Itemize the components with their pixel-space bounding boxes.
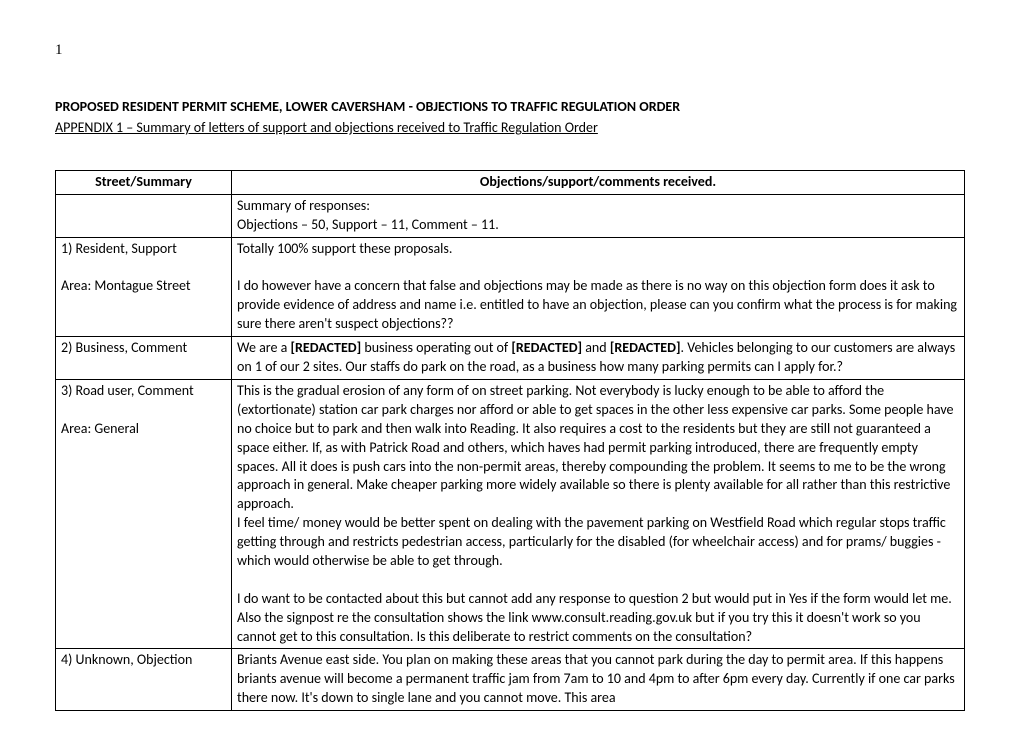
area-label: Area: Montague Street <box>61 277 226 296</box>
cell-right: Briants Avenue east side. You plan on ma… <box>232 649 965 711</box>
table-row: 3) Road user, Comment Area: General This… <box>56 379 965 648</box>
table-row: 1) Resident, Support Area: Montague Stre… <box>56 237 965 336</box>
response-text: Totally 100% support these proposals. <box>237 240 959 259</box>
table-header-row: Street/Summary Objections/support/commen… <box>56 171 965 195</box>
document-title: PROPOSED RESIDENT PERMIT SCHEME, LOWER C… <box>55 98 965 117</box>
cell-left: 1) Resident, Support Area: Montague Stre… <box>56 237 232 336</box>
response-text: This is the gradual erosion of any form … <box>237 382 959 514</box>
header-street-summary: Street/Summary <box>56 171 232 195</box>
respondent-label: 1) Resident, Support <box>61 240 226 259</box>
responses-table: Street/Summary Objections/support/commen… <box>55 170 965 711</box>
cell-left: 3) Road user, Comment Area: General <box>56 379 232 648</box>
response-text: and <box>582 339 610 356</box>
response-text: I feel time/ money would be better spent… <box>237 514 959 571</box>
cell-right: We are a [REDACTED] business operating o… <box>232 337 965 380</box>
cell-right: Totally 100% support these proposals. I … <box>232 237 965 336</box>
response-text: I do want to be contacted about this but… <box>237 590 959 647</box>
document-subtitle: APPENDIX 1 – Summary of letters of suppo… <box>55 119 965 138</box>
area-label: Area: General <box>61 420 226 439</box>
table-row: 4) Unknown, Objection Briants Avenue eas… <box>56 649 965 711</box>
summary-line: Summary of responses: <box>237 197 959 216</box>
table-row: Summary of responses: Objections – 50, S… <box>56 194 965 237</box>
cell-right: This is the gradual erosion of any form … <box>232 379 965 648</box>
summary-counts: Objections – 50, Support – 11, Comment –… <box>237 216 959 235</box>
respondent-label: 3) Road user, Comment <box>61 382 226 401</box>
response-text: We are a <box>237 339 290 356</box>
page-number: 1 <box>55 40 965 60</box>
redacted: [REDACTED] <box>610 339 681 356</box>
response-text: I do however have a concern that false a… <box>237 277 959 334</box>
cell-left <box>56 194 232 237</box>
header-comments: Objections/support/comments received. <box>232 171 965 195</box>
table-row: 2) Business, Comment We are a [REDACTED]… <box>56 337 965 380</box>
redacted: [REDACTED] <box>511 339 582 356</box>
cell-left: 2) Business, Comment <box>56 337 232 380</box>
cell-left: 4) Unknown, Objection <box>56 649 232 711</box>
response-text: business operating out of <box>361 339 511 356</box>
cell-right: Summary of responses: Objections – 50, S… <box>232 194 965 237</box>
redacted: [REDACTED] <box>290 339 361 356</box>
